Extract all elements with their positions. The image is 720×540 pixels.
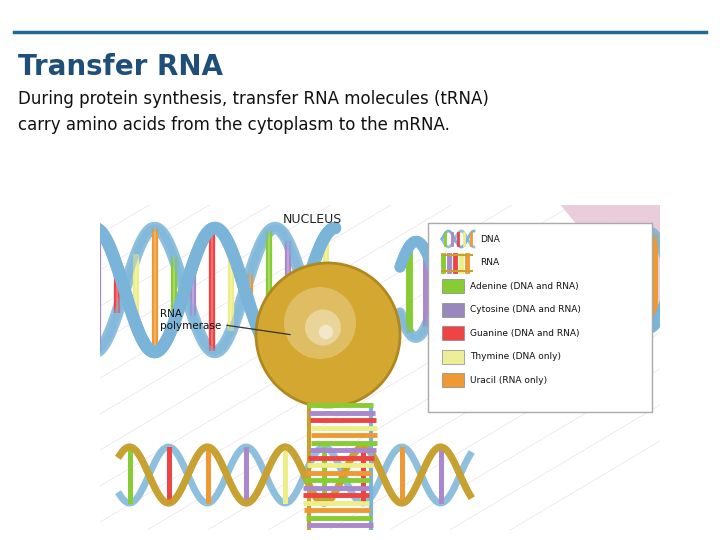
FancyBboxPatch shape bbox=[442, 350, 464, 364]
FancyBboxPatch shape bbox=[442, 374, 464, 387]
Text: During protein synthesis, transfer RNA molecules (tRNA)
carry amino acids from t: During protein synthesis, transfer RNA m… bbox=[18, 90, 489, 134]
Text: RNA
polymerase: RNA polymerase bbox=[160, 309, 290, 335]
FancyBboxPatch shape bbox=[442, 303, 464, 317]
Text: DNA: DNA bbox=[480, 234, 500, 244]
Text: Uracil (RNA only): Uracil (RNA only) bbox=[470, 376, 547, 385]
Text: Adenine (DNA and RNA): Adenine (DNA and RNA) bbox=[470, 282, 579, 291]
Circle shape bbox=[284, 287, 356, 359]
Circle shape bbox=[319, 325, 333, 339]
Text: Transfer RNA: Transfer RNA bbox=[18, 53, 223, 81]
FancyBboxPatch shape bbox=[428, 223, 652, 412]
Text: RNA: RNA bbox=[480, 258, 499, 267]
FancyBboxPatch shape bbox=[442, 279, 464, 293]
Circle shape bbox=[256, 263, 400, 407]
Circle shape bbox=[305, 309, 341, 346]
Text: Guanine (DNA and RNA): Guanine (DNA and RNA) bbox=[470, 329, 580, 338]
Text: Thymine (DNA only): Thymine (DNA only) bbox=[470, 353, 561, 361]
Text: Cytosine (DNA and RNA): Cytosine (DNA and RNA) bbox=[470, 305, 581, 314]
Text: NUCLEUS: NUCLEUS bbox=[283, 213, 343, 226]
Polygon shape bbox=[559, 203, 662, 328]
FancyBboxPatch shape bbox=[442, 326, 464, 340]
